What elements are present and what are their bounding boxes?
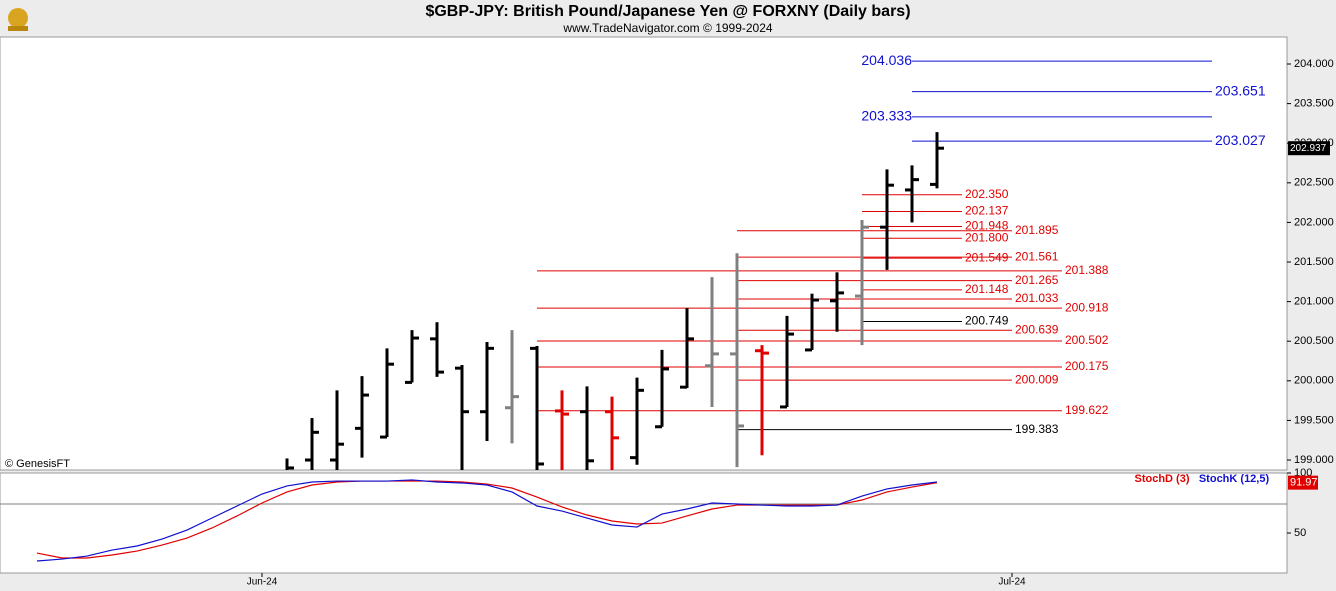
ohlc-bar: [755, 345, 769, 456]
level-label: 204.036: [861, 52, 912, 68]
chart-subtitle: www.TradeNavigator.com © 1999-2024: [562, 21, 772, 35]
level-label: 201.033: [1015, 291, 1059, 305]
ohlc-bar: [355, 376, 369, 458]
ohlc-bar: [880, 169, 894, 270]
level-label: 199.622: [1065, 403, 1109, 417]
y-tick-label: 201.000: [1294, 296, 1334, 308]
y-tick-label: 200.000: [1294, 375, 1334, 387]
y-tick-label: 202.500: [1294, 177, 1334, 189]
price-panel: [0, 36, 1288, 471]
level-label: 201.948: [965, 219, 1009, 233]
level-label: 201.895: [1015, 223, 1059, 237]
legend-entry: StochK (12,5): [1199, 473, 1270, 485]
level-label: 200.009: [1015, 372, 1059, 386]
ohlc-bar: [605, 396, 619, 470]
ohlc-bar: [655, 349, 669, 429]
level-label: 201.800: [965, 230, 1009, 244]
ohlc-bar: [830, 272, 844, 332]
level-label: 203.651: [1215, 82, 1266, 98]
level-label: 200.749: [965, 314, 1009, 328]
ohlc-bar: [730, 253, 744, 468]
level-label: 201.561: [1015, 249, 1059, 263]
ohlc-bar: [430, 322, 444, 377]
y-tick-label: 204.000: [1294, 58, 1334, 70]
level-label: 201.148: [965, 282, 1009, 296]
ohlc-bar: [930, 132, 944, 189]
ohlc-bar: [905, 165, 919, 223]
legend-entry: StochD (3): [1135, 473, 1190, 485]
ohlc-bar: [780, 315, 794, 409]
watermark: © GenesisFT: [5, 458, 70, 470]
level-label: 202.137: [965, 204, 1009, 218]
ohlc-bar: [305, 418, 319, 470]
ohlc-bar: [530, 345, 544, 470]
ohlc-bar: [580, 386, 594, 470]
ohlc-bar: [805, 293, 819, 352]
y-tick-label: 203.500: [1294, 98, 1334, 110]
y-tick-label: 201.500: [1294, 256, 1334, 268]
ohlc-bar: [380, 348, 394, 439]
ohlc-bar: [680, 307, 694, 389]
last-price-box: [1288, 141, 1330, 156]
last-price-label: 202.937: [1290, 143, 1327, 154]
ohlc-bar: [285, 458, 294, 470]
level-label: 200.639: [1015, 322, 1059, 336]
y-tick-label: 202.000: [1294, 216, 1334, 228]
level-label: 199.383: [1015, 422, 1059, 436]
level-label: 202.350: [965, 187, 1009, 201]
last-value-box: [1288, 475, 1318, 490]
ohlc-bar: [405, 330, 419, 384]
ohlc-bar: [330, 390, 344, 470]
last-value-label: 91.97: [1290, 477, 1318, 489]
ohlc-bar: [705, 277, 719, 407]
ohlc-bar: [505, 330, 519, 444]
level-label: 201.549: [965, 250, 1009, 264]
x-tick-label: Jul-24: [998, 577, 1026, 588]
level-label: 200.918: [1065, 300, 1109, 314]
stoch-line: [36, 479, 938, 562]
ohlc-bar: [555, 390, 569, 470]
y-tick-label: 200.500: [1294, 335, 1334, 347]
y-tick-label: 50: [1294, 527, 1306, 539]
level-label: 200.502: [1065, 333, 1109, 347]
y-tick-label: 199.500: [1294, 414, 1334, 426]
chart-title: $GBP-JPY: British Pound/Japanese Yen @ F…: [425, 3, 910, 20]
price-plot: [285, 60, 1212, 470]
stoch-line: [36, 480, 938, 559]
x-tick-label: Jun-24: [247, 577, 278, 588]
level-label: 203.027: [1215, 132, 1266, 148]
logo: [8, 8, 28, 31]
ohlc-bar: [480, 342, 494, 442]
level-label: 201.265: [1015, 273, 1059, 287]
level-label: 203.333: [861, 108, 912, 124]
ohlc-bar: [455, 364, 469, 470]
stoch-plot: [36, 479, 938, 562]
y-tick-label: 199.000: [1294, 454, 1334, 466]
level-label: 201.388: [1065, 263, 1109, 277]
ohlc-bar: [855, 220, 869, 346]
ohlc-bar: [630, 377, 644, 465]
level-label: 200.175: [1065, 359, 1109, 373]
